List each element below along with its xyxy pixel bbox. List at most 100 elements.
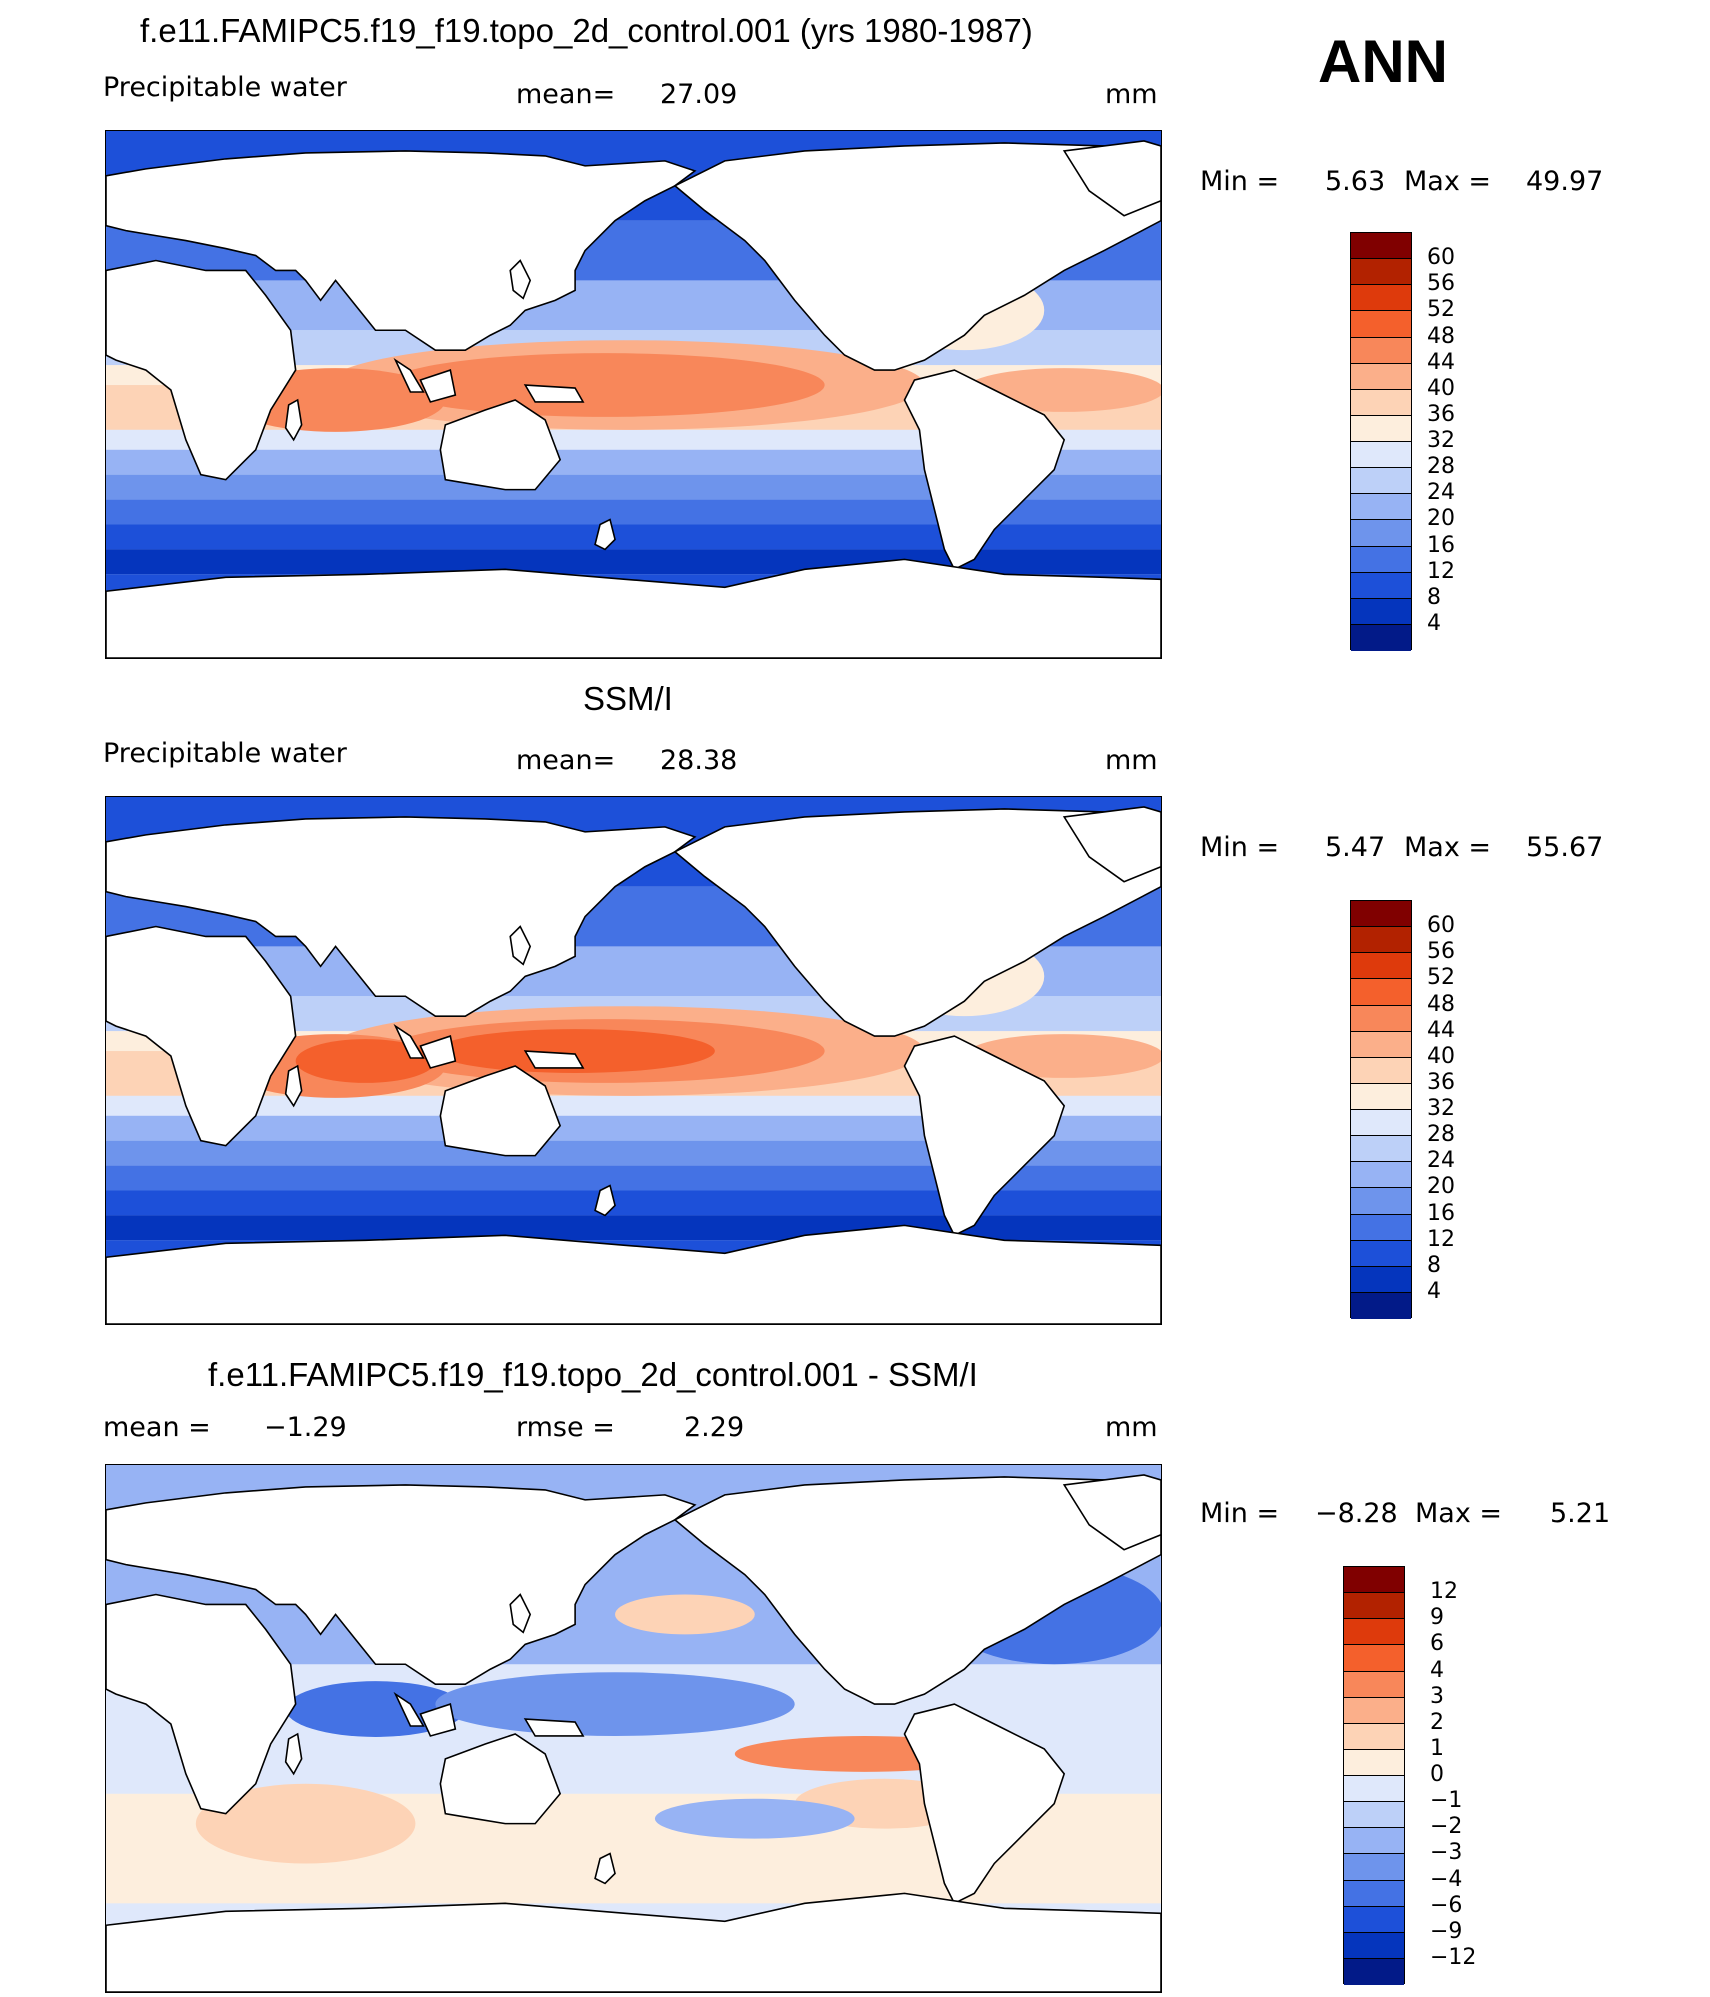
colorbar-swatch (1351, 311, 1411, 338)
mean-label: mean= (516, 79, 616, 110)
colorbar-swatch (1351, 1240, 1411, 1267)
mean-label: mean= (516, 745, 616, 776)
colorbar-swatch (1351, 389, 1411, 416)
colorbar-tick-label: 32 (1427, 1096, 1455, 1121)
max-value: 5.21 (1550, 1498, 1611, 1529)
colorbar-tick-label: 48 (1427, 323, 1455, 349)
field-warm-pool (385, 353, 825, 417)
max-label: Max = (1404, 832, 1492, 863)
colorbar-swatch (1351, 1188, 1411, 1215)
land-outline (1062, 140, 1161, 217)
colorbar-swatch (1351, 415, 1411, 442)
colorbar-swatch (1351, 285, 1411, 312)
colorbar-swatch (1351, 546, 1411, 573)
variable-label: Precipitable water (103, 72, 347, 103)
land-outline (106, 259, 297, 481)
colorbar-swatch (1344, 1828, 1404, 1855)
colorbar-tick-label: 56 (1427, 939, 1455, 965)
map-canvas (106, 797, 1161, 1324)
colorbar-tick-label: 12 (1427, 558, 1455, 584)
min-label: Min = (1200, 166, 1280, 197)
colorbar-swatch (1351, 1057, 1411, 1084)
mean-value: 27.09 (660, 79, 738, 110)
colorbar-tick-label: 56 (1427, 271, 1455, 297)
colorbar-swatch (1344, 1671, 1404, 1698)
panel-title: f.e11.FAMIPC5.f19_f19.topo_2d_control.00… (208, 1356, 978, 1393)
land-outline (673, 142, 1161, 371)
colorbar-swatch (1351, 363, 1411, 390)
colorbar-swatch (1344, 1697, 1404, 1724)
land-outline (106, 1224, 1161, 1324)
colorbar-tick-label: 32 (1427, 428, 1455, 453)
colorbar-tick-label: 48 (1427, 991, 1455, 1017)
units-label: mm (1105, 745, 1158, 776)
colorbar-swatch (1344, 1958, 1404, 1985)
land-outline (523, 1718, 585, 1737)
colorbar (1343, 1566, 1405, 1985)
colorbar-swatch (1351, 953, 1411, 980)
colorbar-tick-label: 6 (1430, 1631, 1444, 1657)
field-band (106, 1215, 1161, 1241)
rmse-value: 2.29 (684, 1412, 745, 1443)
colorbar-swatch (1344, 1723, 1404, 1750)
map-canvas (106, 131, 1161, 658)
land-outline (106, 816, 697, 1017)
colorbar-swatch (1351, 233, 1411, 260)
colorbar-tick-label: 20 (1427, 506, 1455, 532)
land-outline (673, 808, 1161, 1037)
colorbar-swatch (1344, 1932, 1404, 1959)
land-outline (106, 150, 697, 351)
panel-title: f.e11.FAMIPC5.f19_f19.topo_2d_control.00… (140, 12, 1033, 49)
field-wet-bias (615, 1594, 755, 1635)
field-warm-core (435, 1029, 715, 1073)
min-label: Min = (1200, 1498, 1280, 1529)
land-outline (439, 1733, 562, 1825)
land-outline (106, 1484, 697, 1685)
map-observations (105, 796, 1162, 1325)
colorbar-swatch (1351, 979, 1411, 1006)
panel-title: SSM/I (583, 680, 673, 717)
field-band (106, 1190, 1161, 1216)
colorbar-swatch (1351, 1005, 1411, 1032)
max-value: 49.97 (1526, 166, 1604, 197)
mean-label: mean = (103, 1412, 211, 1443)
colorbar-swatch (1344, 1567, 1404, 1594)
colorbar-tick-label: 24 (1427, 480, 1455, 506)
land-outline (284, 398, 303, 442)
land-outline (523, 384, 585, 403)
colorbar-swatch (1344, 1619, 1404, 1646)
colorbar-tick-label: 12 (1427, 1226, 1455, 1252)
colorbar-tick-label: 36 (1427, 1069, 1455, 1095)
colorbar-tick-label: 8 (1427, 1252, 1441, 1278)
min-label: Min = (1200, 832, 1280, 863)
colorbar-swatch (1351, 1031, 1411, 1058)
colorbar-tick-label: 40 (1427, 375, 1455, 401)
min-value: 5.47 (1325, 832, 1386, 863)
colorbar-swatch (1351, 1162, 1411, 1189)
land-outline (419, 1035, 457, 1069)
colorbar-tick-label: 9 (1430, 1605, 1444, 1631)
colorbar-swatch (1351, 624, 1411, 651)
colorbar-tick-label: 12 (1430, 1579, 1458, 1605)
land-outline (393, 1023, 425, 1059)
variable-label: Precipitable water (103, 738, 347, 769)
colorbar-swatch (1351, 1136, 1411, 1163)
colorbar-tick-label: −2 (1430, 1814, 1463, 1840)
map-canvas (106, 1465, 1161, 1992)
field-band (106, 524, 1161, 550)
land-outline (903, 369, 1066, 571)
colorbar-swatch (1351, 901, 1411, 928)
max-label: Max = (1415, 1498, 1503, 1529)
land-outline (509, 259, 532, 300)
colorbar-tick-label: −1 (1430, 1788, 1463, 1814)
map-model (105, 130, 1162, 659)
land-outline (284, 1064, 303, 1108)
season-label: ANN (1318, 28, 1448, 95)
colorbar (1350, 900, 1412, 1319)
colorbar-tick-label: 0 (1430, 1762, 1444, 1787)
land-outline (393, 1691, 425, 1727)
land-outline (439, 1065, 562, 1157)
land-outline (594, 1852, 616, 1885)
land-outline (594, 1184, 616, 1217)
